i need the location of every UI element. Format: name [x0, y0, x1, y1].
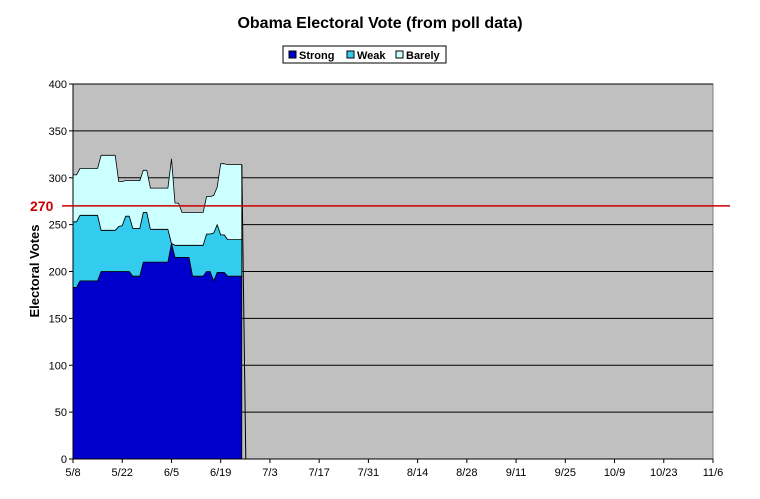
y-tick-label: 100: [49, 360, 67, 372]
chart-title: Obama Electoral Vote (from poll data): [237, 15, 522, 32]
x-tick-label: 8/28: [456, 467, 477, 479]
y-tick-label: 0: [61, 454, 67, 466]
legend-swatch-barely: [395, 50, 404, 59]
reference-line-group: 270: [30, 198, 730, 214]
x-axis: 5/8 5/22 6/5 6/19 7/3 7/17 7/31 8/14 8/28 9/11 9/2…: [65, 458, 724, 479]
y-tick-label: 300: [49, 173, 67, 185]
legend-swatch-strong: [288, 50, 297, 59]
legend: Strong Weak Barely: [282, 45, 447, 64]
legend-box: [282, 45, 447, 64]
y-tick-label: 150: [49, 313, 67, 325]
x-tick-label: 7/17: [308, 467, 329, 479]
y-axis-label: Electoral Votes: [27, 225, 42, 318]
y-axis: 0 50 100 150 200 250 300 350 400: [49, 79, 74, 466]
reference-line-label: 270: [30, 198, 54, 214]
x-tick-label: 6/19: [210, 467, 231, 479]
legend-label-barely: Barely: [406, 50, 441, 62]
legend-label-weak: Weak: [357, 50, 386, 62]
x-tick-label: 10/23: [650, 467, 678, 479]
x-tick-label: 7/3: [262, 467, 277, 479]
y-tick-label: 200: [49, 267, 67, 279]
x-tick-label: 8/14: [407, 467, 428, 479]
x-tick-label: 9/25: [555, 467, 576, 479]
x-tick-label: 9/11: [506, 467, 527, 479]
legend-swatch-weak: [346, 50, 355, 59]
area-series: [72, 154, 247, 460]
area-barely: [72, 154, 243, 246]
area-end-edge: [241, 164, 247, 460]
x-tick-label: 6/5: [164, 467, 179, 479]
x-tick-label: 5/22: [112, 467, 133, 479]
y-tick-label: 50: [55, 407, 67, 419]
x-tick-label: 10/9: [604, 467, 625, 479]
x-tick-label: 11/6: [703, 467, 724, 479]
y-tick-label: 250: [49, 220, 67, 232]
legend-label-strong: Strong: [299, 50, 334, 62]
y-tick-label: 350: [49, 126, 67, 138]
x-tick-label: 7/31: [358, 467, 379, 479]
y-tick-label: 400: [49, 79, 67, 91]
x-tick-label: 5/8: [65, 467, 80, 479]
